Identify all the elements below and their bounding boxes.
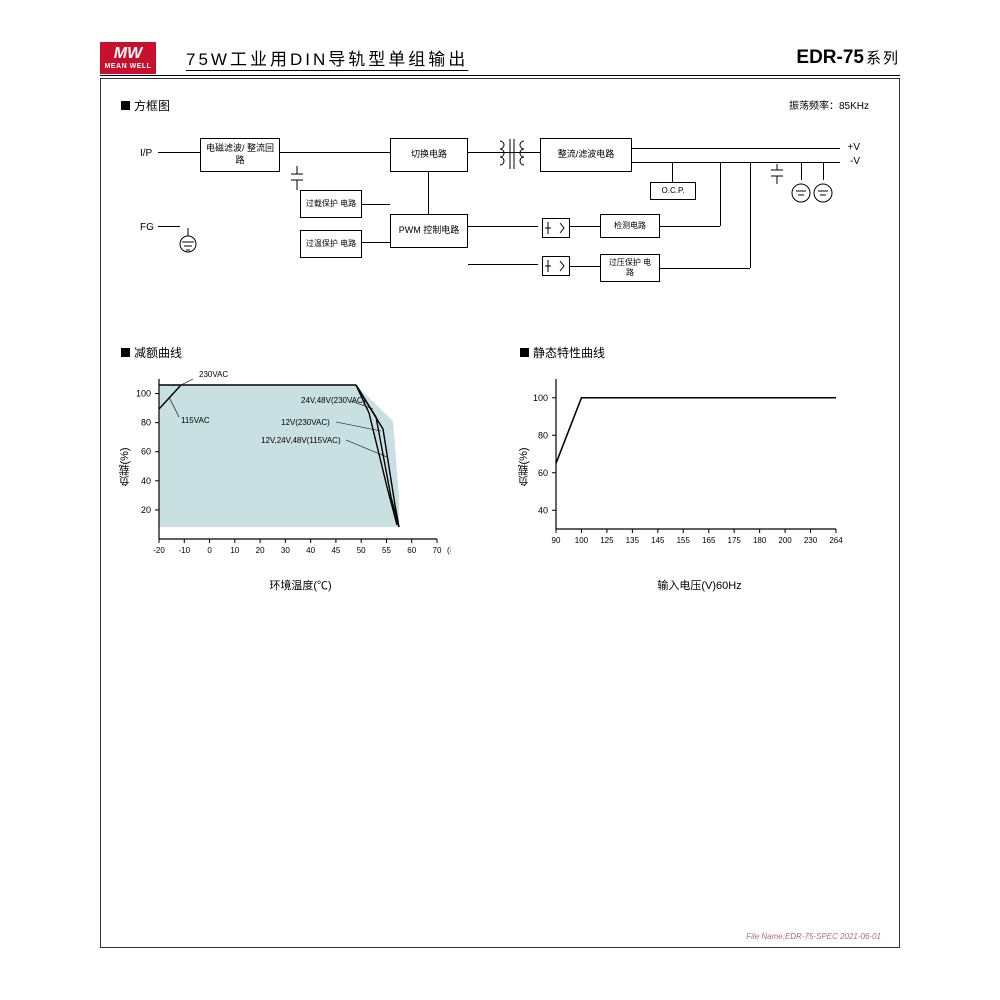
svg-text:30: 30 (281, 546, 290, 555)
page-title: 75W工业用DIN导轨型单组输出 (186, 45, 468, 70)
svg-text:230VAC: 230VAC (199, 370, 228, 379)
section-static-label: 静态特性曲线 (533, 344, 605, 361)
section-block-diagram: 方框图 (121, 97, 879, 114)
svg-text:20: 20 (256, 546, 265, 555)
derating-ylabel: 负载(%) (117, 447, 133, 486)
series-model: EDR-75 (796, 47, 864, 69)
svg-text:264: 264 (829, 536, 843, 545)
box-ovp: 过压保护 电路 (600, 254, 660, 282)
logo-meanwell: MW MEAN WELL (100, 42, 156, 74)
svg-text:10: 10 (230, 546, 239, 555)
svg-text:(垂直): (垂直) (447, 545, 451, 555)
transformer-icon (490, 137, 540, 173)
logo-top: MW (114, 46, 142, 62)
content-frame: 方框图 振荡频率：85KHz I/P FG +V -V 电磁滤波/ 整流回路 切… (100, 78, 900, 948)
svg-text:155: 155 (677, 536, 691, 545)
page-header: MW MEAN WELL 75W工业用DIN导轨型单组输出 EDR-75 系列 (100, 40, 900, 76)
svg-text:100: 100 (533, 393, 548, 403)
section-derating: 减额曲线 (121, 344, 480, 361)
box-rectifier: 整流/滤波电路 (540, 138, 632, 172)
static-ylabel: 负载(%) (516, 447, 532, 486)
box-ocp: O.C.P. (650, 182, 696, 200)
svg-text:-20: -20 (153, 546, 165, 555)
svg-text:80: 80 (141, 418, 151, 428)
svg-text:180: 180 (753, 536, 767, 545)
box-emi: 电磁滤波/ 整流回路 (200, 138, 280, 172)
svg-text:80: 80 (538, 430, 548, 440)
svg-text:100: 100 (136, 389, 151, 399)
svg-text:175: 175 (728, 536, 742, 545)
box-switching: 切换电路 (390, 138, 468, 172)
svg-text:40: 40 (306, 546, 315, 555)
ground-icon-2 (790, 180, 836, 206)
logo-bottom: MEAN WELL (105, 63, 152, 70)
box-otp: 过温保护 电路 (300, 230, 362, 258)
svg-text:24V,48V(230VAC): 24V,48V(230VAC) (301, 396, 366, 405)
svg-text:115VAC: 115VAC (181, 416, 210, 425)
section-derating-label: 减额曲线 (134, 344, 182, 361)
svg-text:12V(230VAC): 12V(230VAC) (281, 418, 330, 427)
svg-text:145: 145 (651, 536, 665, 545)
svg-text:12V,24V,48V(115VAC): 12V,24V,48V(115VAC) (261, 436, 341, 445)
svg-text:60: 60 (407, 546, 416, 555)
opto-icon (542, 218, 570, 238)
label-ip: I/P (140, 148, 152, 159)
svg-text:60: 60 (141, 447, 151, 457)
svg-text:-10: -10 (178, 546, 190, 555)
svg-text:60: 60 (538, 468, 548, 478)
cap-icon (290, 166, 304, 192)
static-xlabel: 输入电压(V)60Hz (520, 577, 879, 593)
svg-text:100: 100 (575, 536, 589, 545)
svg-text:55: 55 (382, 546, 391, 555)
opto-icon-2 (542, 256, 570, 276)
svg-text:200: 200 (778, 536, 792, 545)
svg-text:0: 0 (207, 546, 212, 555)
svg-text:40: 40 (538, 505, 548, 515)
footer-filename: File Name:EDR-75-SPEC 2021-06-01 (746, 932, 881, 941)
svg-text:125: 125 (600, 536, 614, 545)
static-chart: 负载(%) 4060801009010012513514515516517518… (520, 367, 850, 567)
derating-chart: 负载(%) 20406080100-20-1001020304045505560… (121, 367, 451, 567)
series-label: EDR-75 系列 (796, 47, 900, 69)
section-static: 静态特性曲线 (520, 344, 879, 361)
svg-text:40: 40 (141, 476, 151, 486)
derating-xlabel: 环境温度(℃) (121, 577, 480, 593)
svg-text:20: 20 (141, 505, 151, 515)
section-block-diagram-label: 方框图 (134, 97, 170, 114)
cap-icon-2 (770, 164, 784, 186)
ground-icon (178, 228, 198, 256)
box-olp: 过载保护 电路 (300, 190, 362, 218)
label-vminus: -V (850, 156, 860, 167)
label-vplus: +V (847, 142, 860, 153)
svg-text:135: 135 (626, 536, 640, 545)
svg-text:165: 165 (702, 536, 716, 545)
svg-text:70: 70 (433, 546, 442, 555)
svg-text:50: 50 (357, 546, 366, 555)
box-detect: 检测电路 (600, 214, 660, 238)
block-diagram: I/P FG +V -V 电磁滤波/ 整流回路 切换电路 整流/滤波电路 O.C… (140, 134, 860, 314)
freq-note: 振荡频率：85KHz (789, 97, 869, 112)
label-fg: FG (140, 222, 154, 233)
svg-text:45: 45 (331, 546, 340, 555)
svg-text:230: 230 (804, 536, 818, 545)
series-suffix: 系列 (866, 47, 900, 68)
box-pwm: PWM 控制电路 (390, 214, 468, 248)
svg-text:90: 90 (552, 536, 561, 545)
